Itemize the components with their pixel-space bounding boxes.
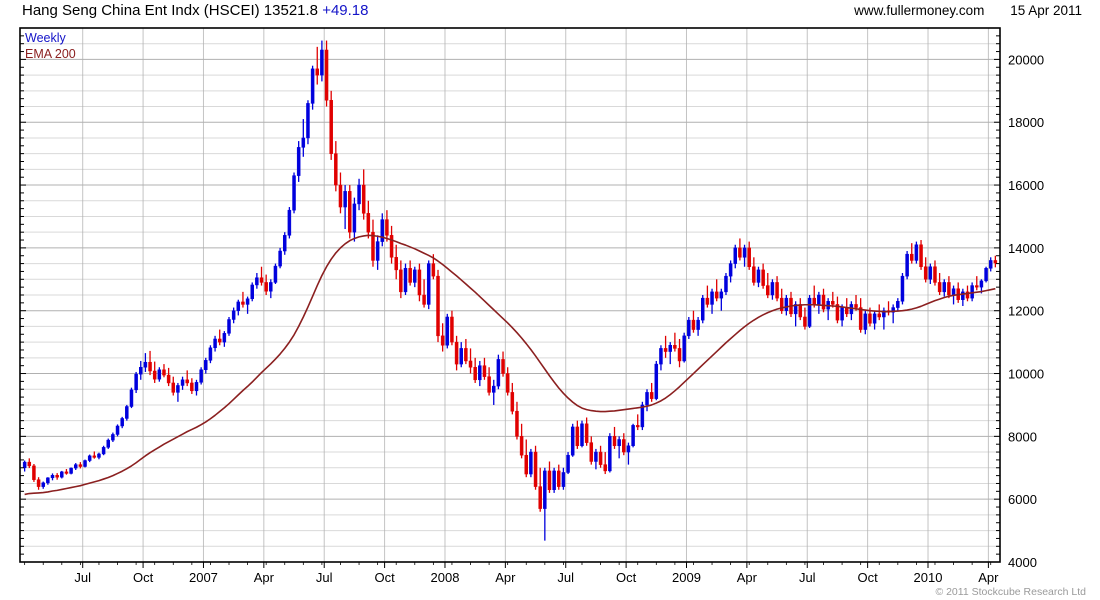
chart-date: 15 Apr 2011 — [1010, 3, 1082, 18]
x-axis-tick-label: Jul — [557, 570, 574, 585]
y-axis-tick-label: 8000 — [1008, 429, 1037, 444]
x-axis-tick-label: Jul — [316, 570, 333, 585]
y-axis-tick-label: 20000 — [1008, 52, 1044, 67]
x-axis-tick-label: Jul — [799, 570, 816, 585]
y-axis-tick-label: 16000 — [1008, 178, 1044, 193]
price-change: +49.18 — [322, 2, 369, 19]
y-axis-tick-label: 6000 — [1008, 492, 1037, 507]
x-axis-tick-label: Oct — [133, 570, 154, 585]
x-axis-tick-label: Jul — [74, 570, 91, 585]
chart-header: Hang Seng China Ent Indx (HSCEI) 13521.8… — [0, 0, 1100, 26]
x-axis-tick-label: Apr — [737, 570, 758, 585]
source-website[interactable]: www.fullermoney.com — [854, 3, 985, 18]
x-axis-tick-label: 2007 — [189, 570, 218, 585]
x-axis-tick-label: 2009 — [672, 570, 701, 585]
y-axis-tick-label: 4000 — [1008, 555, 1037, 570]
x-axis-tick-label: Oct — [374, 570, 395, 585]
x-axis-tick-label: Apr — [978, 570, 999, 585]
instrument-title: Hang Seng China Ent Indx (HSCEI) 13521.8 — [22, 2, 319, 19]
header-meta: www.fullermoney.com 15 Apr 2011 — [854, 3, 1082, 18]
x-axis-tick-label: Oct — [616, 570, 637, 585]
y-axis-tick-label: 12000 — [1008, 304, 1044, 319]
y-axis-tick-label: 10000 — [1008, 367, 1044, 382]
legend-overlay-label: EMA 200 — [25, 47, 76, 61]
legend-series-label: Weekly — [25, 31, 67, 45]
x-axis-tick-label: Apr — [495, 570, 516, 585]
page-title: Hang Seng China Ent Indx (HSCEI) 13521.8… — [22, 2, 368, 19]
x-axis-tick-label: 2010 — [914, 570, 943, 585]
copyright-notice: © 2011 Stockcube Research Ltd — [935, 586, 1086, 598]
x-axis-tick-label: Oct — [858, 570, 879, 585]
x-axis-tick-label: 2008 — [431, 570, 460, 585]
x-axis-tick-label: Apr — [254, 570, 275, 585]
y-axis-tick-label: 14000 — [1008, 241, 1044, 256]
y-axis-tick-label: 18000 — [1008, 115, 1044, 130]
